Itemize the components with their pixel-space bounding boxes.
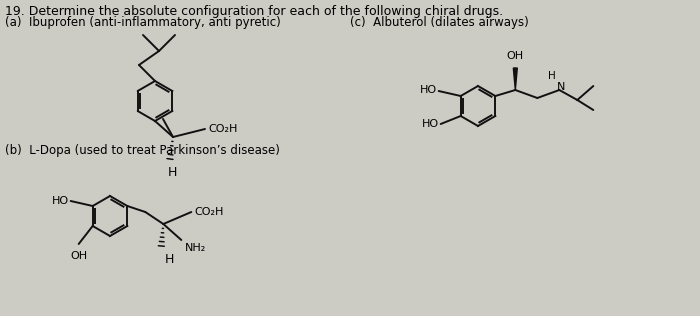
Text: CO₂H: CO₂H <box>195 207 224 217</box>
Text: HO: HO <box>419 85 437 95</box>
Text: N: N <box>557 82 566 92</box>
Text: H: H <box>548 71 556 81</box>
Text: 19. Determine the absolute configuration for each of the following chiral drugs.: 19. Determine the absolute configuration… <box>5 5 503 18</box>
Text: HO: HO <box>52 196 69 206</box>
Text: OH: OH <box>507 51 524 61</box>
Text: H: H <box>167 166 176 179</box>
Polygon shape <box>513 68 517 90</box>
Text: NH₂: NH₂ <box>186 243 206 253</box>
Text: HO: HO <box>421 119 439 129</box>
Text: H: H <box>164 253 174 266</box>
Text: (a)  Ibuprofen (anti-inflammatory, anti pyretic): (a) Ibuprofen (anti-inflammatory, anti p… <box>5 16 281 29</box>
Text: CO₂H: CO₂H <box>208 124 237 134</box>
Text: OH: OH <box>70 251 88 261</box>
Text: (c)  Albuterol (dilates airways): (c) Albuterol (dilates airways) <box>350 16 528 29</box>
Text: (b)  L-Dopa (used to treat Parkinson’s disease): (b) L-Dopa (used to treat Parkinson’s di… <box>5 144 280 157</box>
